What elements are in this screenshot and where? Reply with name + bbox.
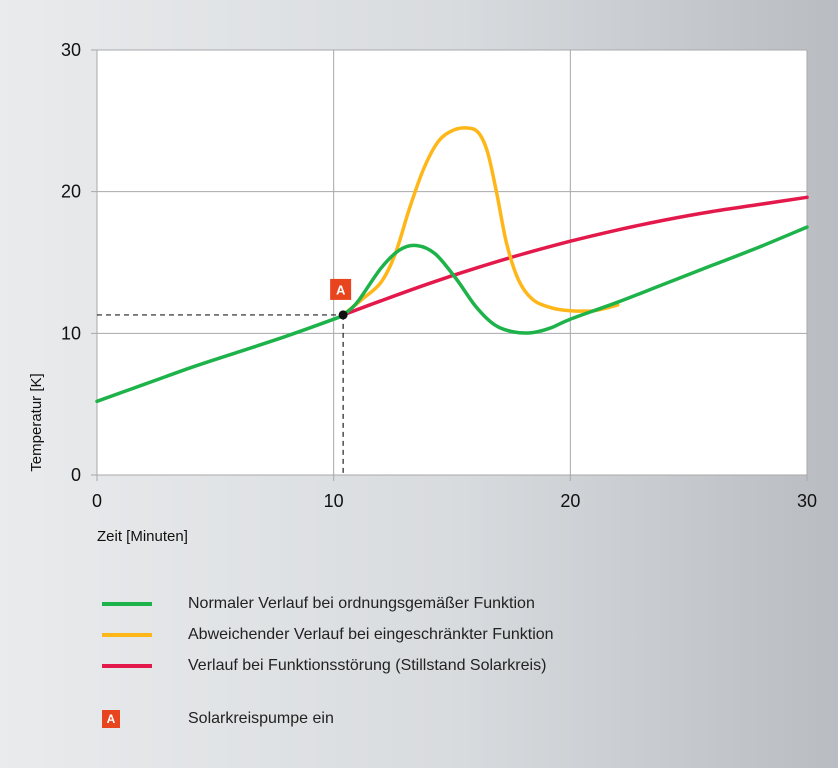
legend-item-normal: Normaler Verlauf bei ordnungsgemäßer Fun…	[102, 588, 802, 619]
x-tick-label-3: 30	[797, 491, 817, 511]
legend-item-stoerung: Verlauf bei Funktionsstörung (Stillstand…	[102, 650, 802, 681]
series-lines	[95, 126, 809, 404]
y-tick-label-0: 0	[71, 465, 81, 485]
legend-swatch-normal	[102, 601, 152, 606]
legend-marker-a: A	[102, 710, 120, 728]
grid	[91, 49, 808, 481]
y-axis-title: Temperatur [K]	[28, 373, 45, 471]
x-tick-label-2: 20	[560, 491, 580, 511]
x-tick-label-0: 0	[92, 491, 102, 511]
y-tick-label-2: 20	[61, 182, 81, 202]
legend-swatch-abweichend	[102, 632, 152, 637]
y-tick-label-3: 30	[61, 40, 81, 60]
x-tick-label-1: 10	[324, 491, 344, 511]
legend-label-stoerung: Verlauf bei Funktionsstörung (Stillstand…	[188, 656, 547, 674]
annotation-point	[338, 310, 348, 320]
annotation-label: A	[336, 282, 346, 297]
legend: Normaler Verlauf bei ordnungsgemäßer Fun…	[102, 588, 802, 731]
legend-label-marker: Solarkreispumpe ein	[188, 710, 334, 727]
legend-label-abweichend: Abweichender Verlauf bei eingeschränkter…	[188, 625, 554, 643]
legend-swatch-stoerung	[102, 663, 152, 668]
series-line-stoerung	[341, 195, 809, 317]
plot-area	[97, 50, 807, 475]
y-tick-label-1: 10	[61, 323, 81, 343]
legend-item-abweichend: Abweichender Verlauf bei eingeschränkter…	[102, 619, 802, 650]
legend-label-normal: Normaler Verlauf bei ordnungsgemäßer Fun…	[188, 594, 535, 612]
annotation-box	[330, 278, 352, 300]
annotation-marker: A	[330, 278, 352, 320]
tick-labels: 0 10 20 30 0 10 20 30	[61, 40, 817, 511]
x-axis-title: Zeit [Minuten]	[97, 528, 188, 545]
series-line-normal	[95, 225, 809, 404]
legend-item-marker: A Solarkreispumpe ein	[102, 707, 802, 731]
